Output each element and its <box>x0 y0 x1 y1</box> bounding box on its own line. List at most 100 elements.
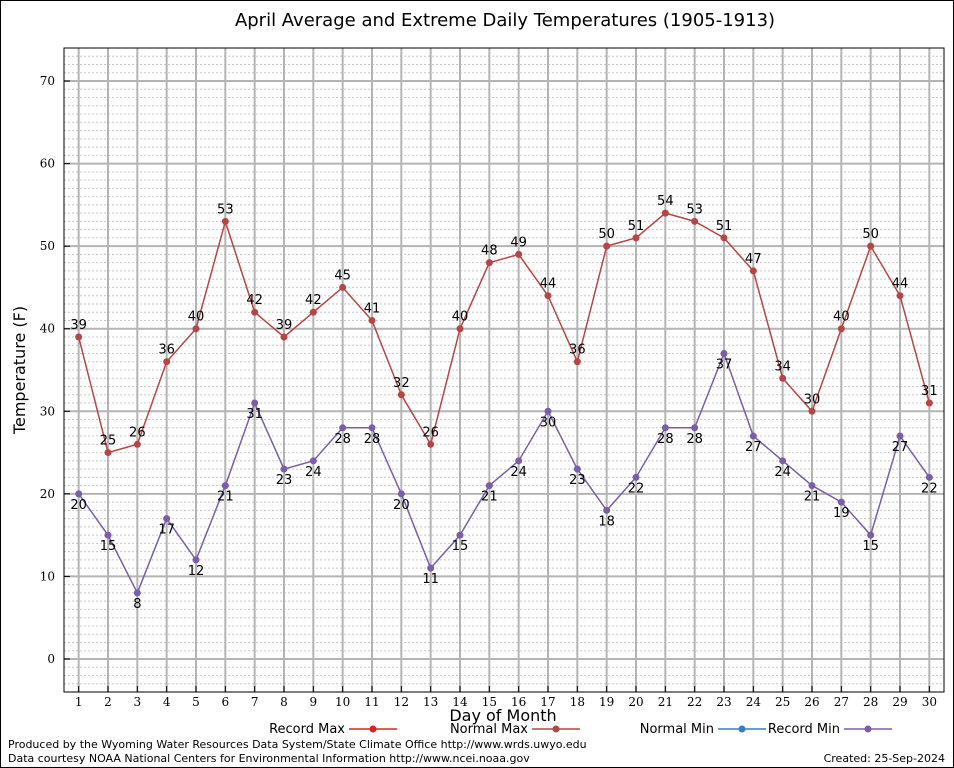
x-tick-label: 2 <box>104 695 112 709</box>
data-point <box>339 283 347 291</box>
data-point <box>515 457 523 465</box>
data-label: 51 <box>628 219 645 234</box>
x-tick-label: 9 <box>310 695 318 709</box>
x-tick-label: 1 <box>75 695 83 709</box>
x-tick-label: 28 <box>863 695 878 709</box>
data-point <box>867 242 875 250</box>
data-label: 32 <box>393 376 410 391</box>
data-point <box>632 234 640 242</box>
data-label: 48 <box>481 244 498 259</box>
data-point <box>544 292 552 300</box>
data-label: 47 <box>745 252 762 267</box>
data-label: 20 <box>393 498 410 513</box>
data-point <box>749 267 757 275</box>
data-point <box>397 490 405 498</box>
series-line <box>77 212 931 454</box>
data-label: 40 <box>833 310 850 325</box>
x-tick-label: 29 <box>892 695 907 709</box>
data-label: 42 <box>246 293 263 308</box>
data-point <box>221 217 229 225</box>
x-tick-label: 11 <box>364 695 379 709</box>
data-label: 31 <box>246 407 263 422</box>
plot-frame <box>63 47 945 693</box>
data-point <box>485 482 493 490</box>
data-point <box>661 209 669 217</box>
data-point <box>808 407 816 415</box>
y-tick-label: 0 <box>47 652 55 666</box>
data-point <box>896 292 904 300</box>
data-point <box>456 531 464 539</box>
data-label: 40 <box>452 310 469 325</box>
x-tick-label: 26 <box>804 695 819 709</box>
y-tick-label: 50 <box>40 239 55 253</box>
data-point <box>427 440 435 448</box>
data-label: 36 <box>569 343 586 358</box>
x-tick-label: 27 <box>834 695 849 709</box>
data-point <box>427 564 435 572</box>
data-point <box>368 424 376 432</box>
data-label: 15 <box>862 539 879 554</box>
data-label: 27 <box>745 440 762 455</box>
data-label: 15 <box>452 539 469 554</box>
y-tick-label: 40 <box>40 322 55 336</box>
data-label: 25 <box>100 434 117 449</box>
data-label: 21 <box>481 490 498 505</box>
x-tick-label: 3 <box>134 695 142 709</box>
data-label: 53 <box>686 202 703 217</box>
data-label: 17 <box>158 523 175 538</box>
y-tick-label: 60 <box>40 157 55 171</box>
data-point <box>632 473 640 481</box>
footer-credit-line1: Produced by the Wyoming Water Resources … <box>8 738 587 751</box>
x-tick-label: 25 <box>775 695 790 709</box>
legend-label: Normal Min <box>640 722 714 737</box>
data-point <box>691 424 699 432</box>
x-axis-label: Day of Month <box>449 706 556 725</box>
x-tick-label: 14 <box>452 695 468 709</box>
x-tick-label: 13 <box>423 695 438 709</box>
data-label: 24 <box>774 465 791 480</box>
data-label: 44 <box>892 277 909 292</box>
footer-credit-line2: Data courtesy NOAA National Centers for … <box>8 752 530 765</box>
data-label: 19 <box>833 506 850 521</box>
data-label: 11 <box>422 572 439 587</box>
data-label: 40 <box>188 310 205 325</box>
data-point <box>837 498 845 506</box>
data-point <box>456 325 464 333</box>
data-label: 28 <box>364 432 381 447</box>
series-record-min: 20 15 8 17 12 21 31 23 24 28 28 20 11 15 21 24 30 23 18 22 2… <box>70 349 938 612</box>
y-tick-label: 30 <box>40 404 55 418</box>
data-label: 24 <box>305 465 322 480</box>
data-label: 45 <box>334 268 351 283</box>
x-tick-label: 4 <box>163 695 171 709</box>
data-point <box>192 325 200 333</box>
data-label: 28 <box>686 432 703 447</box>
data-label: 51 <box>716 219 733 234</box>
data-point <box>280 333 288 341</box>
x-tick-label: 18 <box>570 695 585 709</box>
data-label: 23 <box>569 473 586 488</box>
data-point <box>925 399 933 407</box>
data-label: 22 <box>628 481 645 496</box>
data-label: 36 <box>158 343 175 358</box>
data-point <box>720 234 728 242</box>
data-label: 24 <box>510 465 527 480</box>
x-tick-label: 5 <box>192 695 200 709</box>
x-tick-label: 8 <box>280 695 288 709</box>
legend-label: Normal Max <box>450 722 528 737</box>
data-point <box>867 531 875 539</box>
data-label: 23 <box>276 473 293 488</box>
footer-created-date: Created: 25-Sep-2024 <box>824 752 945 765</box>
data-point <box>661 424 669 432</box>
x-tick-label: 16 <box>511 695 526 709</box>
data-point <box>251 308 259 316</box>
data-label: 21 <box>804 490 821 505</box>
data-label: 50 <box>598 227 615 242</box>
data-label: 44 <box>540 277 557 292</box>
data-point <box>515 250 523 258</box>
data-point <box>75 490 83 498</box>
data-label: 39 <box>276 318 293 333</box>
legend-label: Record Max <box>269 722 345 737</box>
